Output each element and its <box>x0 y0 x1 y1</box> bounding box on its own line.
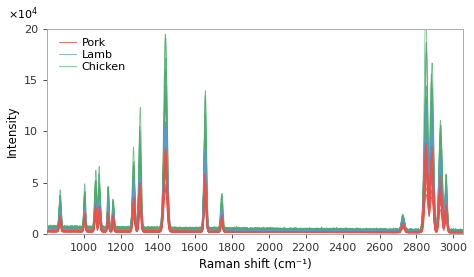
Chicken <box>346 230 352 233</box>
Pork <box>423 143 428 146</box>
Lamb <box>460 230 465 234</box>
Line: Lamb: Lamb <box>47 126 463 232</box>
Pork <box>222 230 228 233</box>
Lamb <box>346 230 352 233</box>
Pork <box>458 231 464 234</box>
Pork <box>427 202 432 206</box>
Chicken <box>447 230 453 233</box>
Legend: Pork, Lamb, Chicken: Pork, Lamb, Chicken <box>57 36 128 74</box>
Chicken <box>429 116 435 119</box>
Chicken <box>242 229 247 232</box>
Chicken <box>426 191 432 194</box>
Lamb <box>242 229 247 233</box>
X-axis label: Raman shift (cm⁻¹): Raman shift (cm⁻¹) <box>199 258 311 271</box>
Pork <box>219 220 225 223</box>
Line: Pork: Pork <box>47 145 463 232</box>
Lamb <box>447 230 453 234</box>
Pork <box>447 231 453 234</box>
Pork <box>460 230 465 234</box>
Lamb <box>162 125 168 128</box>
Pork <box>45 229 50 232</box>
Chicken <box>460 230 465 233</box>
Lamb <box>45 228 50 232</box>
Chicken <box>219 211 225 214</box>
Lamb <box>222 229 228 233</box>
Chicken <box>45 228 50 231</box>
Pork <box>242 230 247 234</box>
Lamb <box>219 212 225 215</box>
Lamb <box>427 195 432 199</box>
Y-axis label: Intensity: Intensity <box>6 105 18 157</box>
Text: $\times\mathregular{10}^{\mathregular{4}}$: $\times\mathregular{10}^{\mathregular{4}… <box>8 6 38 22</box>
Pork <box>346 230 352 234</box>
Chicken <box>458 230 464 234</box>
Chicken <box>222 228 228 232</box>
Line: Chicken: Chicken <box>47 117 463 232</box>
